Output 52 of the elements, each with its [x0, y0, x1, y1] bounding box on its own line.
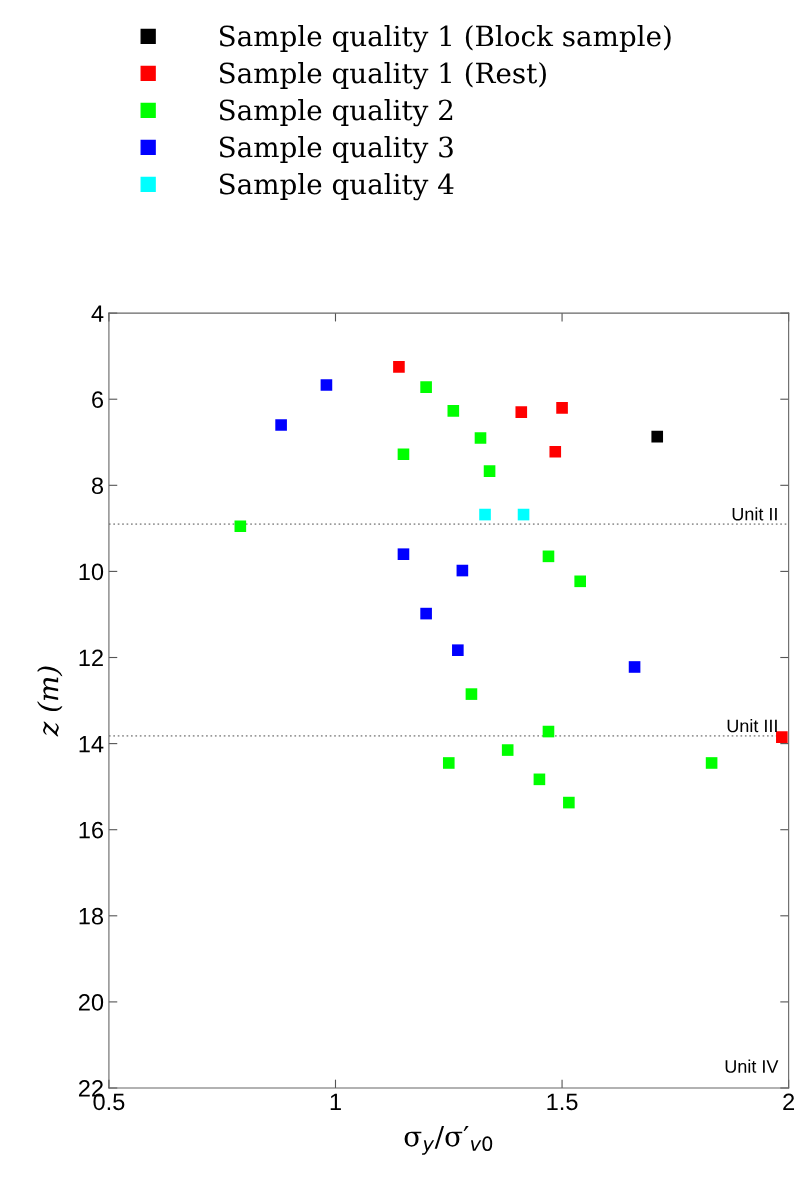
- point: [542, 725, 555, 738]
- x-tick-label: 1.5: [547, 1093, 578, 1111]
- legend-label: Sample quality 1 (Rest): [219, 62, 546, 90]
- point: [397, 448, 410, 461]
- point: [628, 661, 641, 673]
- point: [397, 548, 410, 560]
- y-tick-label: 10: [79, 563, 104, 581]
- legend-label: Sample quality 1 (Block sample): [219, 25, 671, 53]
- y-tick-label: 20: [78, 993, 104, 1011]
- point: [456, 564, 469, 577]
- ref-line-label: Unit III: [727, 719, 777, 733]
- point: [483, 465, 496, 477]
- point: [533, 773, 546, 786]
- point: [420, 381, 432, 393]
- point: [474, 432, 487, 444]
- y-tick-label: 14: [79, 735, 104, 753]
- point: [542, 550, 555, 563]
- point: [705, 757, 718, 769]
- point: [452, 644, 464, 656]
- point: [776, 731, 788, 743]
- point: [517, 508, 530, 521]
- point: [563, 796, 575, 809]
- y-tick-label: 12: [79, 649, 103, 667]
- point: [275, 419, 287, 431]
- y-tick-label: 6: [92, 391, 104, 408]
- legend-label: Sample quality 4: [219, 173, 454, 201]
- point: [442, 757, 455, 769]
- point: [574, 575, 586, 588]
- ref-line-label: Unit II: [732, 507, 777, 521]
- point: [447, 405, 460, 417]
- legend-label: Sample quality 3: [219, 136, 453, 164]
- point: [465, 688, 478, 700]
- annotation: Unit IV: [725, 1059, 779, 1073]
- point: [234, 520, 247, 533]
- x-axis-title: σ$_{y}$/σ′$_{v0}$: [404, 1125, 493, 1155]
- point: [420, 607, 432, 620]
- x-tick-label: 1: [330, 1093, 341, 1110]
- y-tick-label: 16: [79, 821, 104, 839]
- point: [501, 744, 514, 756]
- point: [556, 402, 568, 414]
- point: [515, 406, 528, 418]
- y-tick-label: 8: [91, 477, 104, 495]
- x-tick-label: 2: [783, 1093, 795, 1110]
- legend-label: Sample quality 2: [219, 99, 453, 127]
- y-axis-title: z (m): [37, 666, 63, 737]
- y-tick-label: 4: [91, 305, 104, 322]
- point: [393, 361, 405, 373]
- point: [549, 445, 562, 458]
- point: [651, 430, 664, 443]
- y-tick-label: 18: [79, 907, 104, 925]
- point: [320, 379, 333, 391]
- point: [479, 508, 491, 521]
